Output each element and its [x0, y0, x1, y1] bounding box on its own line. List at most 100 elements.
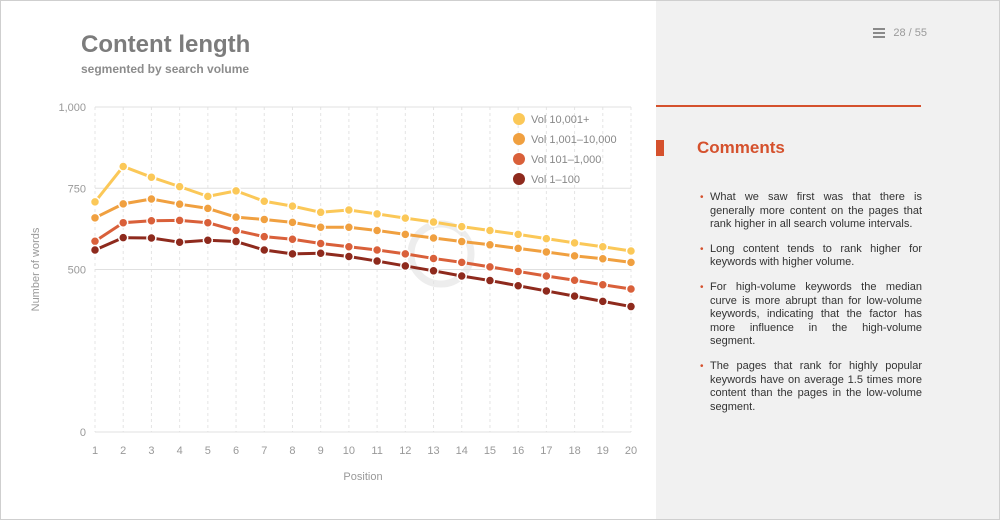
data-point	[625, 245, 637, 257]
data-point	[569, 237, 580, 249]
data-point	[259, 214, 270, 225]
data-point	[484, 261, 496, 273]
data-point	[89, 212, 101, 224]
x-tick-label: 4	[177, 445, 183, 457]
data-point	[343, 251, 355, 262]
data-point	[287, 217, 298, 228]
data-point	[343, 222, 355, 233]
data-point	[569, 290, 580, 302]
comment-item: • For high-volume keywords the median cur…	[700, 281, 922, 349]
data-point	[400, 229, 411, 240]
bullet-icon: •	[700, 192, 704, 203]
data-point	[512, 266, 524, 277]
data-point	[146, 232, 157, 244]
data-point	[117, 198, 129, 210]
data-point	[146, 193, 157, 205]
data-point	[230, 211, 242, 223]
legend-label: Vol 1–100	[531, 174, 580, 186]
data-point	[117, 161, 129, 172]
legend-marker	[513, 173, 525, 185]
x-tick-label: 9	[318, 445, 324, 457]
data-point	[202, 217, 214, 228]
legend-marker	[513, 133, 525, 145]
x-tick-label: 16	[512, 445, 524, 457]
chart-panel: Content length segmented by search volum…	[1, 1, 656, 519]
comment-item: • The pages that rank for highly popular …	[700, 360, 922, 414]
data-point	[315, 207, 326, 218]
data-point	[89, 196, 101, 208]
comment-item: • What we saw first was that there is gen…	[700, 191, 922, 232]
data-point	[146, 171, 157, 183]
x-axis-label: Position	[343, 471, 382, 483]
x-tick-label: 11	[371, 445, 382, 457]
data-point	[512, 280, 524, 291]
data-point	[230, 225, 242, 236]
data-point	[512, 243, 524, 254]
x-tick-label: 1	[92, 445, 98, 457]
comments-title: Comments	[697, 138, 785, 157]
data-point	[569, 250, 580, 262]
bullet-icon: •	[700, 281, 704, 293]
y-tick-label: 500	[68, 265, 86, 277]
bullet-icon: •	[700, 360, 704, 372]
data-point	[315, 238, 326, 249]
data-point	[400, 248, 411, 260]
x-tick-label: 12	[399, 445, 411, 457]
x-tick-label: 19	[597, 445, 609, 457]
data-point	[400, 260, 411, 272]
comments-panel: 28 / 55 Comments • What we saw first was …	[656, 1, 999, 519]
data-point	[202, 203, 214, 214]
data-point	[597, 279, 609, 291]
data-point	[625, 283, 637, 295]
x-tick-label: 7	[261, 445, 267, 457]
data-point	[174, 181, 185, 192]
data-point	[625, 301, 637, 312]
data-point	[484, 275, 496, 286]
legend-label: Vol 101–1,000	[531, 154, 601, 166]
data-point	[371, 208, 383, 220]
x-tick-label: 17	[540, 445, 552, 457]
data-point	[315, 222, 326, 233]
page-title: Content length	[81, 31, 251, 58]
data-point	[428, 253, 439, 264]
data-point	[146, 215, 157, 226]
data-point	[174, 198, 185, 210]
data-point	[597, 296, 609, 307]
comment-text: Long content tends to rank higher for ke…	[710, 242, 922, 269]
data-point	[117, 217, 129, 228]
data-point	[484, 239, 496, 251]
divider-line	[656, 105, 921, 107]
data-point	[597, 253, 609, 265]
y-tick-label: 0	[80, 427, 86, 439]
data-point	[343, 204, 355, 216]
data-point	[89, 244, 101, 256]
data-point	[202, 235, 214, 246]
page-counter: 28 / 55	[893, 27, 927, 39]
y-axis-label: Number of words	[30, 227, 42, 311]
bullet-icon: •	[700, 243, 704, 255]
data-point	[315, 248, 326, 259]
pager: 28 / 55	[873, 27, 927, 39]
data-point	[512, 229, 524, 240]
x-tick-label: 6	[233, 445, 239, 457]
x-tick-label: 20	[625, 445, 637, 457]
legend-marker	[513, 113, 525, 125]
data-point	[287, 234, 298, 245]
data-point	[371, 225, 383, 236]
comments-list: • What we saw first was that there is gen…	[700, 191, 922, 425]
data-point	[202, 191, 214, 202]
data-point	[117, 232, 129, 243]
comment-text: The pages that rank for highly popular k…	[710, 359, 922, 413]
data-point	[541, 233, 552, 244]
legend-marker	[513, 153, 525, 165]
legend-label: Vol 10,001+	[531, 114, 589, 126]
x-tick-label: 2	[120, 445, 126, 457]
menu-icon[interactable]	[873, 28, 886, 38]
data-point	[89, 235, 101, 247]
comment-item: • Long content tends to rank higher for k…	[700, 243, 922, 270]
data-point	[343, 241, 355, 252]
data-point	[541, 285, 552, 297]
x-tick-label: 18	[568, 445, 580, 457]
